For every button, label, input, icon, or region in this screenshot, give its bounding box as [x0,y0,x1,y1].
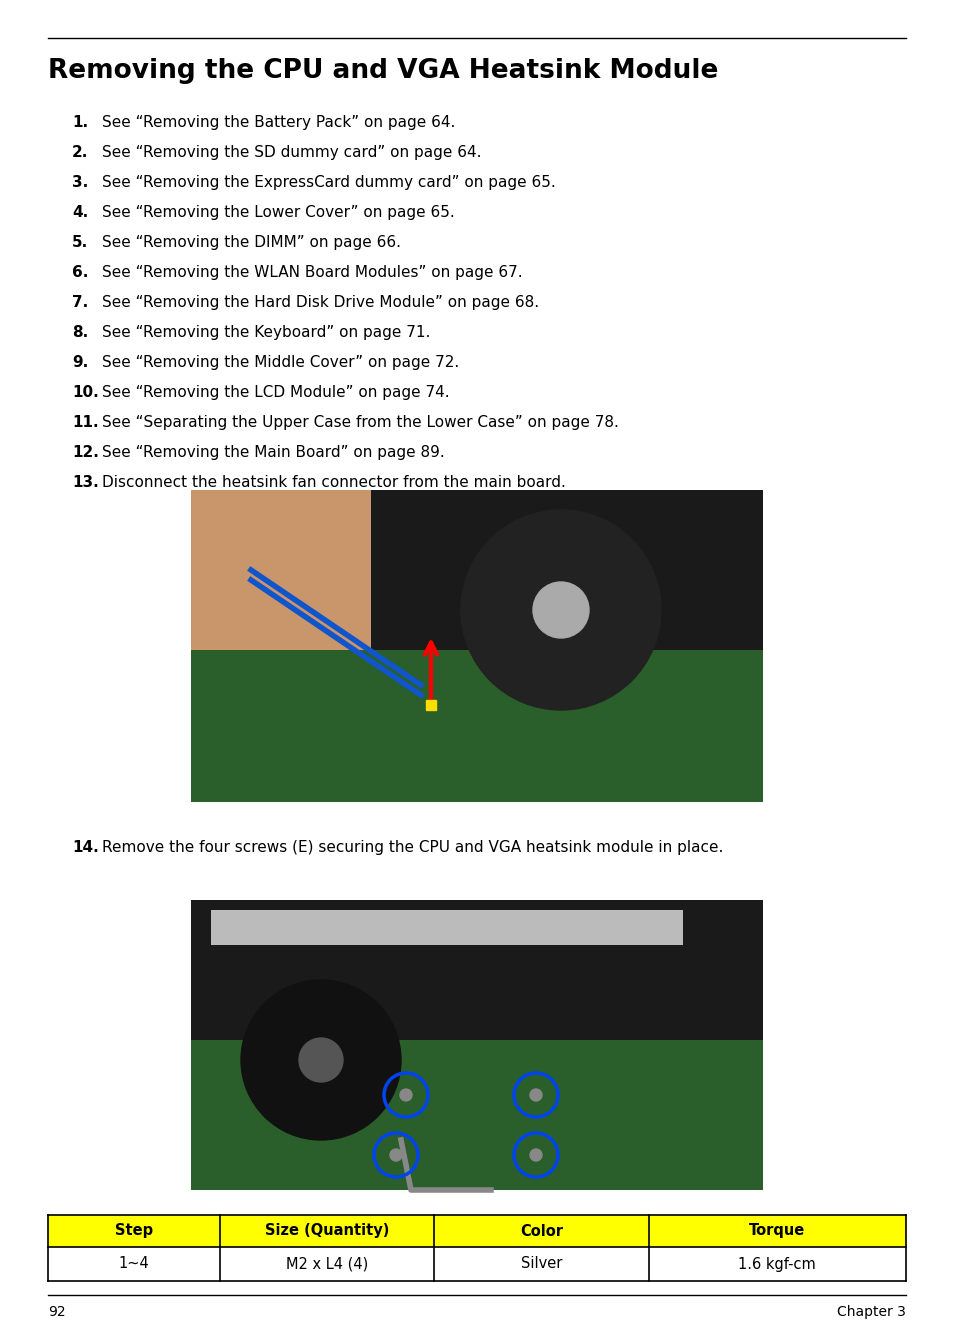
Text: M2 x L4 (4): M2 x L4 (4) [286,1256,368,1272]
Text: See “Removing the SD dummy card” on page 64.: See “Removing the SD dummy card” on page… [102,146,481,160]
Text: 3.: 3. [71,175,89,190]
Circle shape [298,1038,343,1082]
Bar [211,910,682,945]
Text: 5.: 5. [71,235,89,250]
Text: Color: Color [519,1224,562,1238]
Text: See “Removing the WLAN Board Modules” on page 67.: See “Removing the WLAN Board Modules” on… [102,265,522,281]
Text: 14.: 14. [71,840,99,855]
Text: Torque: Torque [748,1224,804,1238]
Circle shape [460,510,660,709]
Text: See “Removing the DIMM” on page 66.: See “Removing the DIMM” on page 66. [102,235,400,250]
Text: See “Removing the Keyboard” on page 71.: See “Removing the Keyboard” on page 71. [102,325,430,339]
Bar [191,900,762,1039]
Circle shape [241,981,400,1140]
Text: See “Removing the Battery Pack” on page 64.: See “Removing the Battery Pack” on page … [102,115,455,130]
Bar [191,651,762,802]
Circle shape [390,1149,401,1161]
Text: See “Removing the Lower Cover” on page 65.: See “Removing the Lower Cover” on page 6… [102,204,455,220]
Text: Chapter 3: Chapter 3 [836,1305,905,1319]
Bar [48,1246,905,1281]
Text: See “Separating the Upper Case from the Lower Case” on page 78.: See “Separating the Upper Case from the … [102,415,618,430]
Circle shape [533,582,588,639]
Text: 1.6 kgf-cm: 1.6 kgf-cm [738,1256,816,1272]
Text: 6.: 6. [71,265,89,281]
Text: Removing the CPU and VGA Heatsink Module: Removing the CPU and VGA Heatsink Module [48,57,718,84]
Text: Size (Quantity): Size (Quantity) [264,1224,389,1238]
Circle shape [399,1089,412,1101]
Text: See “Removing the ExpressCard dummy card” on page 65.: See “Removing the ExpressCard dummy card… [102,175,556,190]
Circle shape [530,1149,541,1161]
Text: 92: 92 [48,1305,66,1319]
Text: 10.: 10. [71,385,99,399]
Text: Silver: Silver [520,1256,561,1272]
Text: 7.: 7. [71,295,89,310]
Text: 2.: 2. [71,146,89,160]
Bar [191,900,762,1190]
Bar [371,490,762,802]
Text: See “Removing the Middle Cover” on page 72.: See “Removing the Middle Cover” on page … [102,355,458,370]
Circle shape [530,1089,541,1101]
Text: 1~4: 1~4 [118,1256,149,1272]
Text: 13.: 13. [71,476,99,490]
Text: 9.: 9. [71,355,89,370]
Bar [191,1039,762,1190]
Text: Remove the four screws (E) securing the CPU and VGA heatsink module in place.: Remove the four screws (E) securing the … [102,840,722,855]
Text: 11.: 11. [71,415,98,430]
Text: See “Removing the Main Board” on page 89.: See “Removing the Main Board” on page 89… [102,445,444,460]
Text: Disconnect the heatsink fan connector from the main board.: Disconnect the heatsink fan connector fr… [102,476,565,490]
Bar [48,1214,905,1246]
Text: 1.: 1. [71,115,88,130]
Text: See “Removing the LCD Module” on page 74.: See “Removing the LCD Module” on page 74… [102,385,449,399]
Bar [191,490,411,689]
Text: See “Removing the Hard Disk Drive Module” on page 68.: See “Removing the Hard Disk Drive Module… [102,295,538,310]
Text: 12.: 12. [71,445,99,460]
Text: Step: Step [114,1224,152,1238]
Text: 8.: 8. [71,325,89,339]
Text: 4.: 4. [71,204,89,220]
Bar [191,490,762,802]
